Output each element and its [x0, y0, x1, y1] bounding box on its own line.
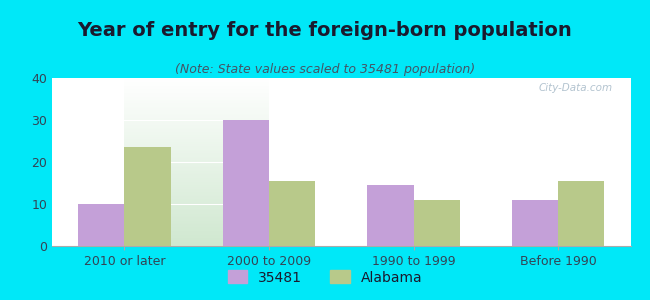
Bar — [512, 200, 558, 246]
Bar — [367, 185, 413, 246]
Bar — [78, 204, 124, 246]
Bar — [269, 181, 315, 246]
Bar — [223, 120, 269, 246]
Bar — [124, 147, 170, 246]
Bar — [558, 181, 605, 246]
Text: (Note: State values scaled to 35481 population): (Note: State values scaled to 35481 popu… — [175, 63, 475, 76]
Text: Year of entry for the foreign-born population: Year of entry for the foreign-born popul… — [77, 21, 573, 40]
Legend: 35481, Alabama: 35481, Alabama — [222, 265, 428, 290]
Bar — [413, 200, 460, 246]
Text: City-Data.com: City-Data.com — [539, 83, 613, 93]
